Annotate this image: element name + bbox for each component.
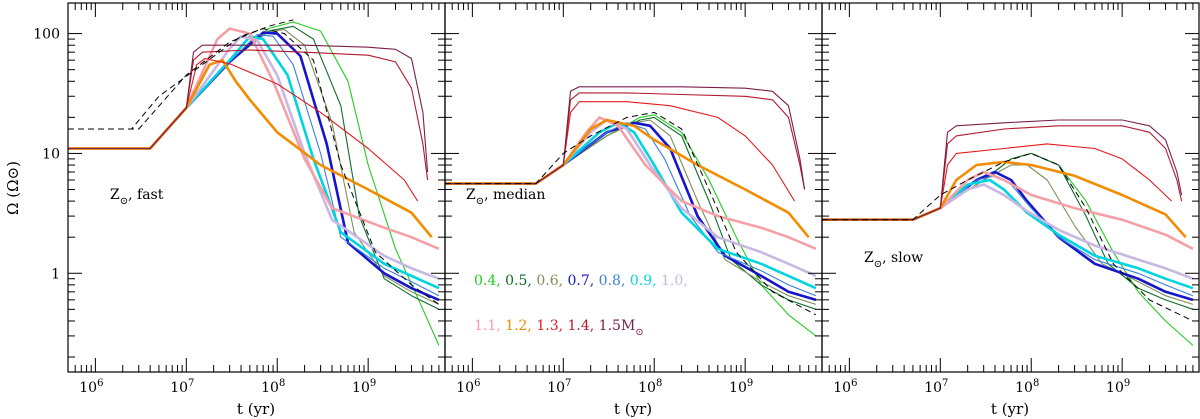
- legend-entry: 1.3,: [532, 318, 563, 334]
- curve-0.9-msun: [445, 121, 817, 290]
- x-tick-label: 106: [79, 378, 103, 396]
- legend-entry: 1.2,: [501, 318, 532, 334]
- legend-entry: 1.4,: [563, 318, 594, 334]
- x-tick-label: 108: [638, 378, 662, 396]
- panel-median: [445, 86, 817, 337]
- legend-entry: 0.7,: [563, 273, 594, 289]
- x-tick-label: 108: [1015, 378, 1039, 396]
- legend-row-2: 1.1, 1.2, 1.3, 1.4, 1.5M⊙: [474, 318, 644, 338]
- y-axis-label: Ω (Ω⊙): [4, 161, 22, 215]
- legend-entry: 0.8,: [594, 273, 625, 289]
- curve-1.3-msun: [822, 143, 1172, 221]
- curve-1.0-msun: [68, 35, 440, 280]
- legend-entry: 1.5: [594, 318, 621, 334]
- curve-1.5-msun: [822, 119, 1183, 221]
- curve-0.4-msun: [445, 114, 817, 337]
- legend-entry: 1.1,: [474, 318, 501, 334]
- y-tick-label: 1: [51, 266, 60, 282]
- x-axis-label-slow: t (yr): [991, 400, 1029, 418]
- x-tick-label: 107: [170, 378, 194, 396]
- curve-1.5-msun: [68, 44, 429, 173]
- dashed-reference-curve-1: [68, 19, 294, 130]
- panel-label-slow: Z⊙, slow: [864, 250, 923, 270]
- curve-1.4-msun: [68, 49, 429, 181]
- curve-1.2-msun: [822, 160, 1187, 239]
- panel-fast: [68, 19, 440, 346]
- dashed-reference-curve-0: [822, 152, 1194, 322]
- panel-label-median: Z⊙, median: [466, 187, 545, 207]
- dashed-reference-curve-0: [445, 111, 817, 316]
- x-tick-label: 106: [456, 378, 480, 396]
- panel-frame-0: [67, 2, 446, 373]
- panel-label-fast: Z⊙, fast: [110, 187, 164, 207]
- y-tick-label: 10: [42, 146, 60, 162]
- dashed-reference-curve-0: [68, 28, 440, 305]
- legend-row-1: 0.4, 0.5, 0.6, 0.7, 0.8, 0.9, 1.0,: [474, 273, 688, 289]
- legend-entry: 0.6,: [532, 273, 563, 289]
- curve-0.5-msun: [68, 25, 440, 310]
- x-tick-label: 109: [1106, 378, 1130, 396]
- x-tick-label: 107: [924, 378, 948, 396]
- legend-entry: 0.5,: [501, 273, 532, 289]
- panel-slow: [822, 119, 1194, 346]
- x-tick-label: 108: [261, 378, 285, 396]
- curve-1.5-msun: [445, 86, 806, 190]
- x-tick-label: 109: [729, 378, 753, 396]
- curve-1.1-msun: [68, 27, 440, 250]
- axes: 106 107 108 109 106 107 108 109 106 107 108 1091101…: [33, 2, 1200, 396]
- curve-1.1-msun: [822, 170, 1194, 250]
- x-tick-label: 106: [833, 378, 857, 396]
- panel-frame-2: [821, 2, 1200, 373]
- x-axis-label-fast: t (yr): [237, 400, 275, 418]
- x-tick-label: 109: [352, 378, 376, 396]
- y-tick-label: 100: [33, 27, 60, 43]
- legend-entry: 1.0,: [657, 273, 688, 289]
- curve-0.8-msun: [445, 122, 817, 297]
- curve-0.6-msun: [822, 164, 1194, 305]
- curve-0.4-msun: [68, 21, 440, 346]
- x-tick-label: 107: [547, 378, 571, 396]
- legend-entry: 0.9,: [625, 273, 656, 289]
- x-axis-label-median: t (yr): [614, 400, 652, 418]
- legend-entry: 0.4,: [474, 273, 501, 289]
- curve-1.4-msun: [822, 125, 1183, 221]
- curve-1.3-msun: [68, 57, 419, 202]
